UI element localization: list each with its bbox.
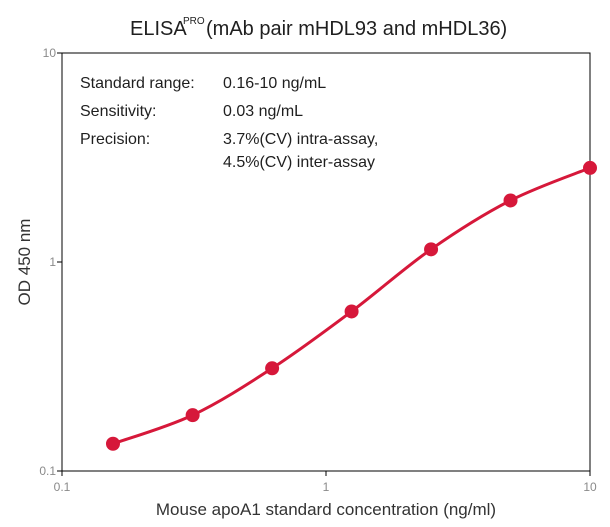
y-tick-label-10: 10 xyxy=(43,46,57,60)
data-point-5 xyxy=(503,193,518,208)
data-point-3 xyxy=(344,304,359,319)
data-point-0 xyxy=(105,436,120,451)
tick-marks xyxy=(57,52,591,476)
annotation-standard-range-value: 0.16-10 ng/mL xyxy=(223,75,326,92)
series-points xyxy=(105,160,597,451)
annotation-precision-value-2: 4.5%(CV) inter-assay xyxy=(223,154,375,171)
annotation-sensitivity-label: Sensitivity: xyxy=(80,103,156,120)
data-point-1 xyxy=(185,408,200,423)
data-point-2 xyxy=(265,361,280,376)
chart-subtitle: (mAb pair mHDL93 and mHDL36) xyxy=(206,18,507,40)
chart-title-superscript: PRO xyxy=(183,16,205,27)
annotation-precision-value-1: 3.7%(CV) intra-assay, xyxy=(223,131,378,148)
annotation-standard-range-label: Standard range: xyxy=(80,75,195,92)
y-tick-label-0.1: 0.1 xyxy=(39,464,56,478)
data-point-6 xyxy=(583,160,597,175)
annotation-sensitivity-value: 0.03 ng/mL xyxy=(223,103,303,120)
x-tick-label-0.1: 0.1 xyxy=(54,480,71,494)
y-axis-label: OD 450 nm xyxy=(15,219,34,306)
y-tick-label-1: 1 xyxy=(49,255,56,269)
x-tick-label-10: 10 xyxy=(583,480,597,494)
data-point-4 xyxy=(424,242,439,257)
x-axis-label: Mouse apoA1 standard concentration (ng/m… xyxy=(156,500,496,519)
x-tick-label-1: 1 xyxy=(323,480,330,494)
annotation-precision-label: Precision: xyxy=(80,131,150,148)
chart-title: ELISA xyxy=(130,18,187,40)
